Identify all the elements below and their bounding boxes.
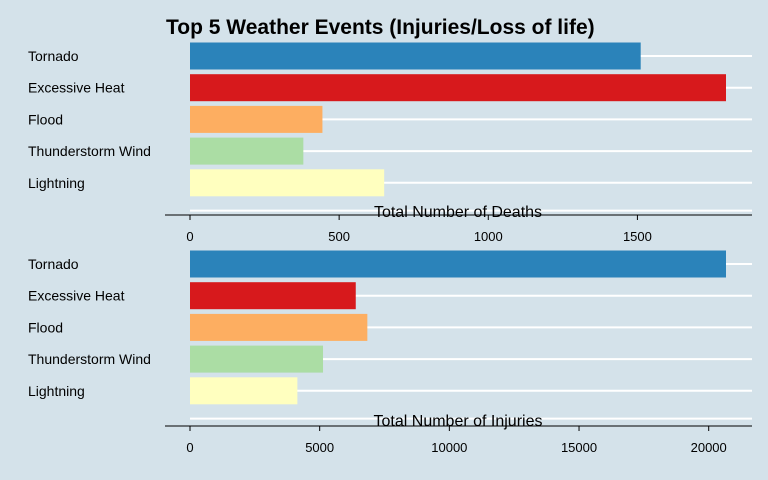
deaths-category-label: Thunderstorm Wind	[28, 143, 151, 159]
injuries-bar-lightning	[190, 377, 298, 405]
deaths-bar-thunderstorm-wind	[190, 137, 304, 165]
deaths-category-label: Lightning	[28, 175, 85, 191]
injuries-axis-title: Total Number of Injuries	[374, 413, 543, 430]
injuries-bar-flood	[190, 313, 368, 341]
injuries-panel: Tornado Excessive Heat Flood Thunderstorm W…	[28, 250, 752, 455]
injuries-category-label: Tornado	[28, 256, 79, 272]
injuries-category-label: Lightning	[28, 383, 85, 399]
deaths-axis-title: Total Number of Deaths	[374, 204, 542, 221]
injuries-category-label: Excessive Heat	[28, 288, 125, 304]
injuries-bar-thunderstorm-wind	[190, 345, 324, 373]
injuries-x-tick-label: 0	[186, 440, 193, 455]
deaths-x-tick-label: 1000	[474, 229, 503, 244]
injuries-category-label: Thunderstorm Wind	[28, 351, 151, 367]
injuries-x-tick-label: 20000	[691, 440, 727, 455]
injuries-x-tick-label: 10000	[431, 440, 467, 455]
injuries-bar-excessive-heat	[190, 282, 356, 310]
deaths-bar-lightning	[190, 169, 385, 197]
injuries-bar-tornado	[190, 250, 726, 278]
injuries-category-label: Flood	[28, 319, 63, 335]
deaths-category-label: Tornado	[28, 48, 79, 64]
deaths-panel: Tornado Excessive Heat Flood Thunderstorm W…	[28, 42, 752, 244]
deaths-x-tick-label: 0	[186, 229, 193, 244]
chart-title: Top 5 Weather Events (Injuries/Loss of l…	[166, 16, 595, 39]
injuries-x-tick-label: 15000	[561, 440, 597, 455]
deaths-bar-excessive-heat	[190, 74, 726, 102]
deaths-bar-tornado	[190, 42, 641, 70]
injuries-x-tick-label: 5000	[305, 440, 334, 455]
deaths-x-tick-label: 1500	[623, 229, 652, 244]
deaths-category-label: Flood	[28, 111, 63, 127]
deaths-category-label: Excessive Heat	[28, 80, 125, 96]
deaths-bar-flood	[190, 105, 323, 133]
deaths-x-tick-label: 500	[328, 229, 350, 244]
